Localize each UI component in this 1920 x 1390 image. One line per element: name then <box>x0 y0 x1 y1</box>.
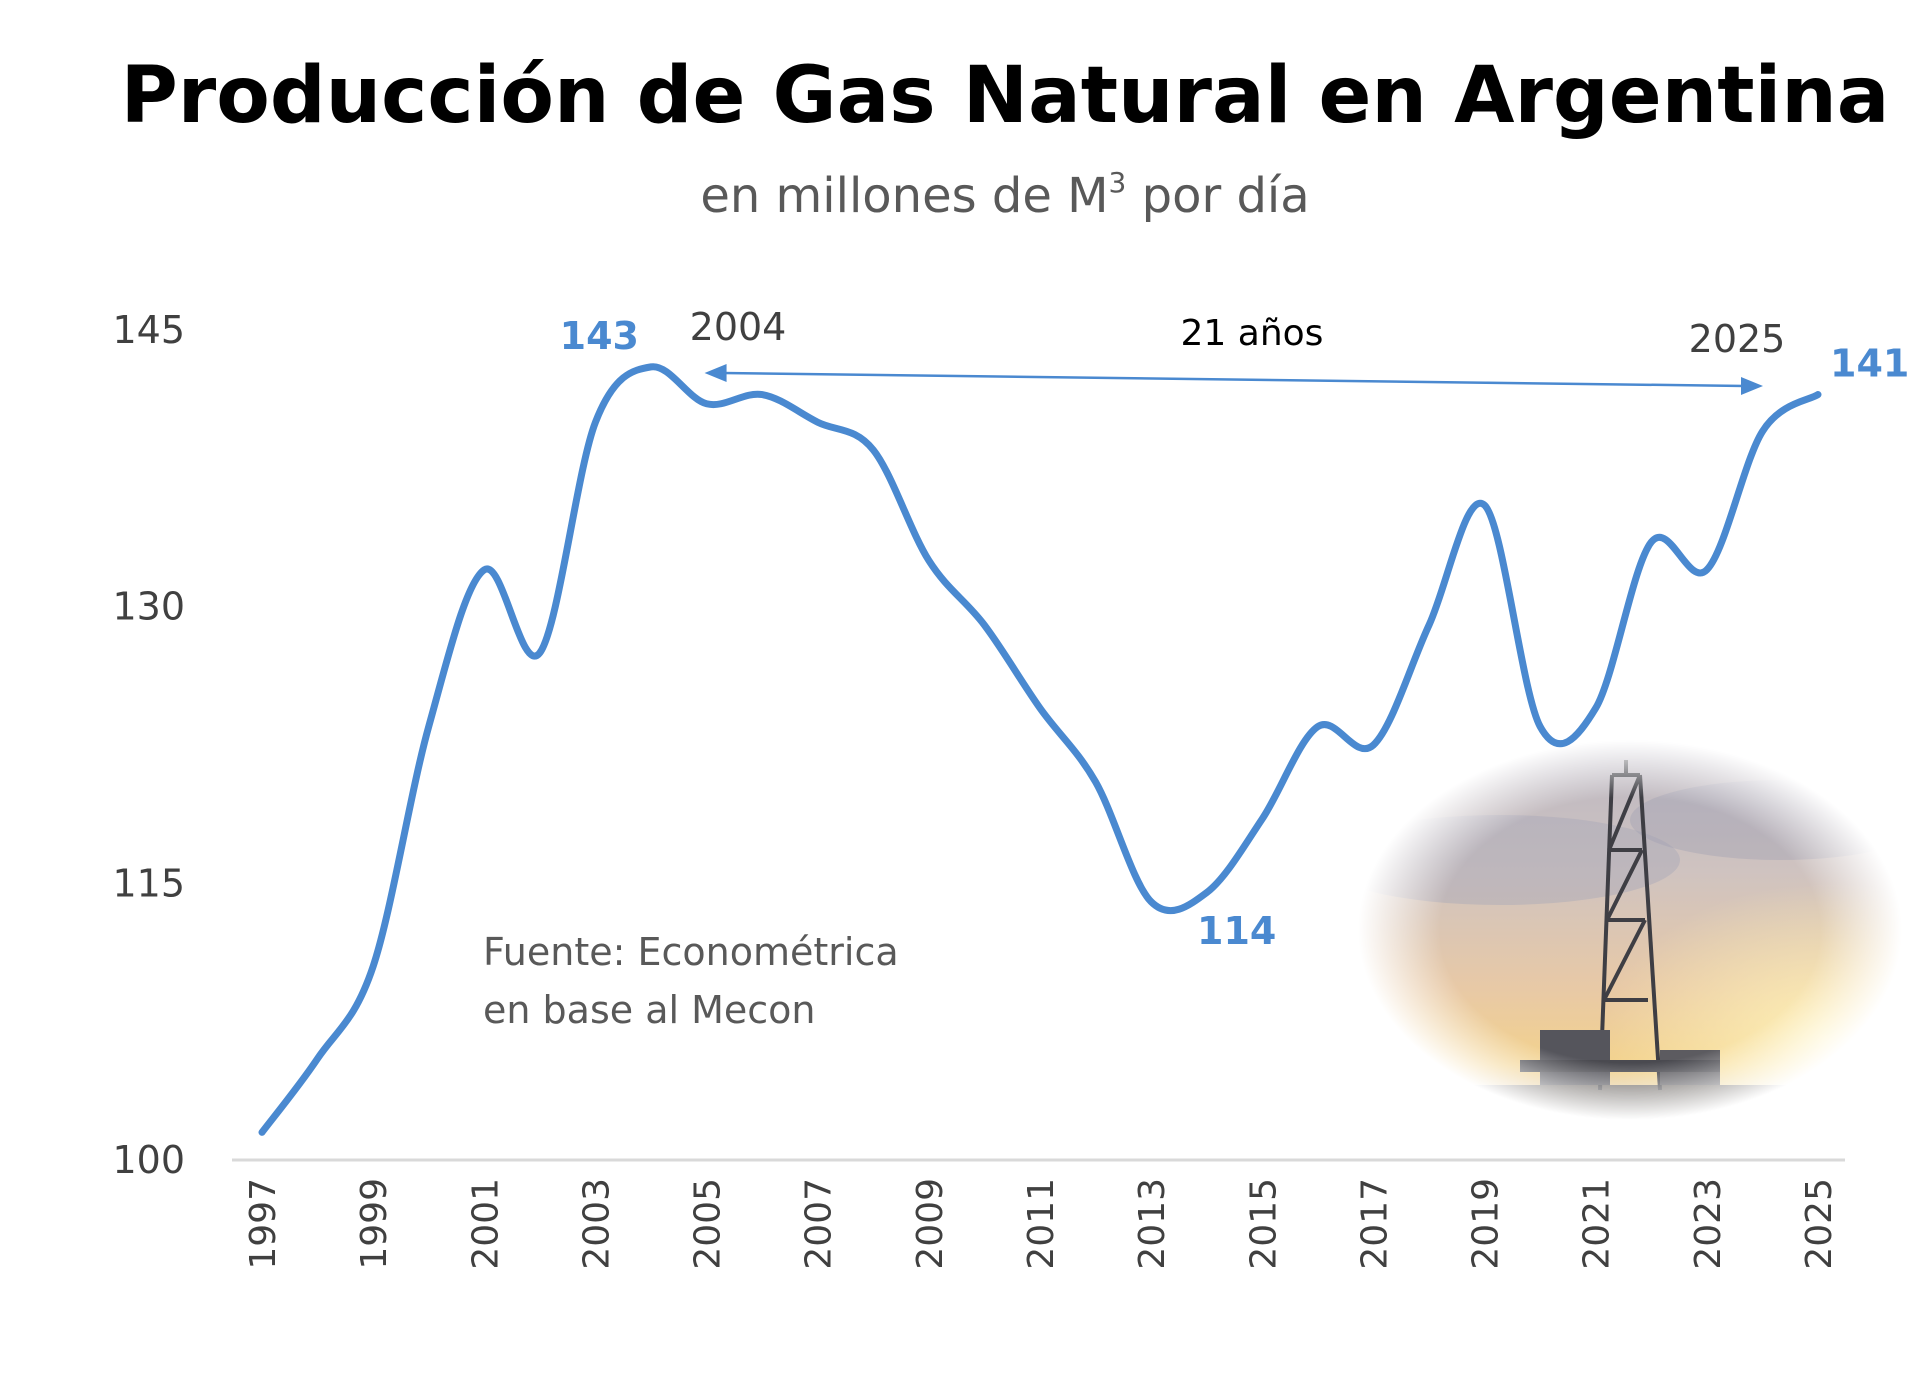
annotations: 143 114 141 2004 2025 21 años <box>560 305 1910 953</box>
chart-subtitle: en millones de M3 por día <box>700 166 1309 224</box>
span-arrowhead-right <box>1741 377 1763 395</box>
subtitle-main: en millones de M <box>700 168 1108 224</box>
span-arrow-line <box>722 371 1746 388</box>
x-tick-label: 1997 <box>243 1178 284 1270</box>
x-tick-label: 2025 <box>1799 1178 1840 1270</box>
x-tick-label: 2001 <box>465 1178 506 1270</box>
span-end-label: 2025 <box>1689 317 1786 361</box>
x-tick-label: 2023 <box>1688 1178 1729 1270</box>
data-label: 114 <box>1197 909 1276 953</box>
y-axis-ticks: 100 115 130 145 <box>112 308 185 1182</box>
y-tick-label: 100 <box>112 1138 185 1182</box>
y-tick-label: 130 <box>112 585 185 629</box>
oil-rig-photo-icon <box>1320 735 1920 1125</box>
chart-title: Producción de Gas Natural en Argentina <box>121 51 1890 141</box>
x-tick-label: 1999 <box>354 1178 395 1270</box>
x-tick-label: 2011 <box>1021 1178 1062 1270</box>
x-tick-label: 2017 <box>1354 1178 1395 1270</box>
subtitle-end: por día <box>1126 168 1309 224</box>
x-tick-label: 2015 <box>1243 1178 1284 1270</box>
x-tick-label: 2007 <box>799 1178 840 1270</box>
source-line-2: en base al Mecon <box>483 988 816 1032</box>
y-tick-label: 145 <box>112 308 185 352</box>
x-tick-label: 2003 <box>576 1178 617 1270</box>
x-tick-label: 2005 <box>688 1178 729 1270</box>
x-tick-label: 2009 <box>910 1178 951 1270</box>
y-tick-label: 115 <box>112 861 185 905</box>
x-tick-label: 2021 <box>1577 1178 1618 1270</box>
span-start-label: 2004 <box>690 305 787 349</box>
subtitle-superscript: 3 <box>1109 166 1127 199</box>
series-group <box>258 363 1822 1136</box>
data-label: 143 <box>560 314 639 358</box>
x-tick-label: 2013 <box>1132 1178 1173 1270</box>
x-tick-label: 2019 <box>1466 1178 1507 1270</box>
series-line <box>258 363 1822 1136</box>
source-line-1: Fuente: Econométrica <box>483 930 899 974</box>
x-axis-ticks: 1997 1999 2001 2003 2005 2007 2009 2011 2013 2015… <box>243 1178 1840 1270</box>
span-arrowhead-left <box>704 364 727 382</box>
data-label: 141 <box>1830 342 1909 386</box>
span-duration-label: 21 años <box>1181 313 1324 354</box>
